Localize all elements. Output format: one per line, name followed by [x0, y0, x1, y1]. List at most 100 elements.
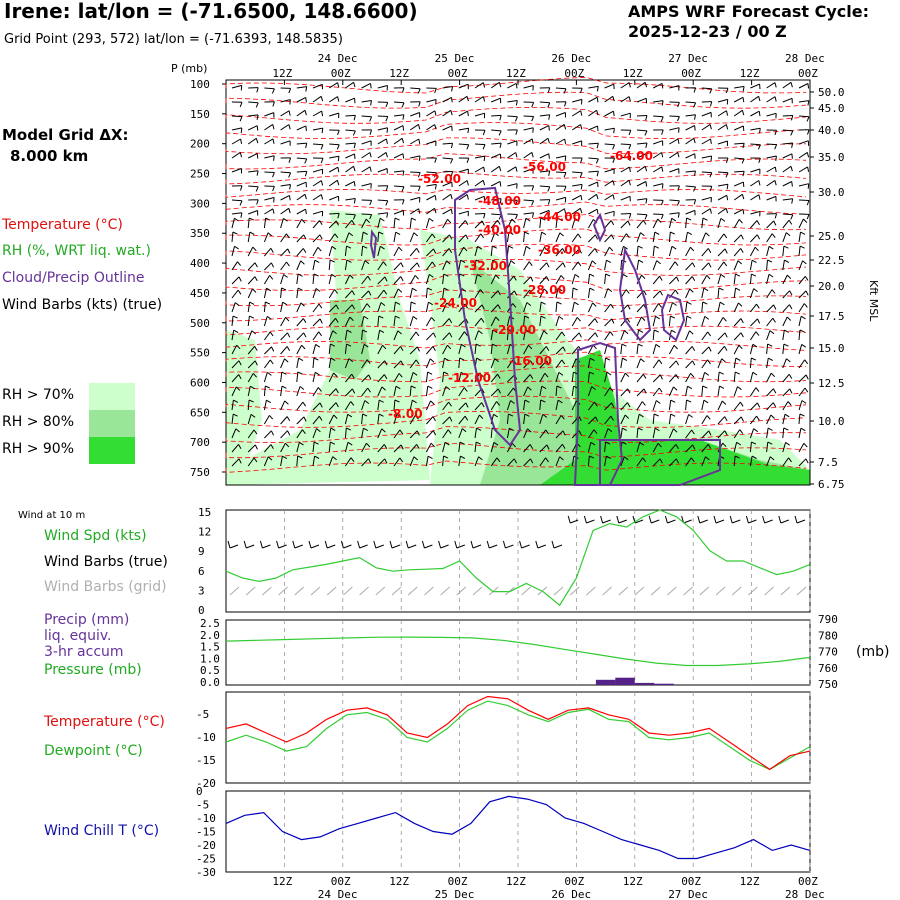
- wind-barb: [523, 400, 526, 411]
- wind-barb-flag: [564, 101, 567, 107]
- wind-barb-flag: [351, 290, 355, 296]
- grid-barb: [310, 586, 321, 596]
- wind-barb-flag: [333, 372, 338, 377]
- wind-barb-flag: [724, 248, 728, 254]
- wind-barb: [523, 444, 531, 453]
- wind-barb-flag: [724, 332, 728, 338]
- wind-barb: [312, 402, 321, 411]
- wind-barb: [571, 248, 580, 257]
- wind-barb: [604, 260, 607, 271]
- wind-barb-flag: [628, 96, 631, 102]
- wind-barb-flag: [643, 388, 647, 394]
- wind-barb-flag: [559, 232, 564, 237]
- wind-barb: [507, 213, 518, 215]
- wind-barb: [264, 430, 272, 439]
- wind-barb: [685, 137, 695, 145]
- temperature-contour: [225, 106, 807, 124]
- wind-barb: [539, 125, 550, 131]
- wind-barb-flag: [580, 195, 583, 201]
- wind-barb-flag: [725, 208, 729, 214]
- wind-barb-flag: [611, 318, 615, 324]
- wind-barb: [685, 232, 688, 243]
- wind-barb: [653, 213, 664, 215]
- precip-accum-label: 3-hr accum: [44, 644, 124, 660]
- wind-barb-flag: [675, 360, 680, 366]
- wind-barb-flag: [594, 401, 598, 407]
- wind-barb-flag: [288, 172, 292, 178]
- wind-barb-flag: [330, 357, 336, 361]
- wind-barb: [328, 82, 338, 89]
- wind-barb-flag: [450, 194, 453, 200]
- grid-barb: [440, 586, 450, 596]
- wind-barb: [377, 444, 385, 453]
- wind-barb: [733, 109, 743, 117]
- wind-barb-flag: [694, 114, 696, 120]
- wind-barb: [636, 246, 639, 257]
- wind-barb: [344, 260, 348, 271]
- wind-barb: [798, 218, 804, 229]
- wind-barb: [474, 442, 477, 453]
- wind-barb-flag: [281, 385, 287, 389]
- wind-barb: [296, 193, 306, 201]
- wind-barb: [280, 110, 290, 117]
- wind-barb: [506, 413, 509, 425]
- wind-barb-flag: [449, 234, 453, 240]
- wind-barb-flag: [638, 329, 644, 333]
- wind-barb-flag: [678, 127, 680, 133]
- wind-barb-flag: [540, 399, 546, 403]
- kft-tick-label: 15.0: [818, 342, 845, 355]
- wind-barb-flag: [446, 260, 451, 265]
- wind-barb: [263, 288, 267, 299]
- wind-barb-flag: [642, 374, 647, 379]
- wind-barb-flag: [346, 259, 352, 263]
- wind-barb-flag: [315, 343, 321, 348]
- wind-barb-flag: [398, 246, 403, 252]
- wind-barb: [685, 153, 695, 159]
- wind-barb-flag: [693, 186, 697, 192]
- wind-barb: [247, 360, 256, 369]
- wind-barb-flag: [510, 260, 516, 265]
- wind-barb: [523, 386, 529, 397]
- wind-barb: [539, 360, 548, 369]
- wind-barb: [296, 358, 300, 369]
- wind-barb-flag: [704, 315, 710, 320]
- wind-barb-flag: [370, 100, 372, 106]
- wind-barb: [263, 400, 267, 411]
- wind-barb: [263, 359, 271, 369]
- wind-barb-flag: [432, 416, 436, 422]
- wind-barb-flag: [427, 371, 433, 375]
- temperature-contour: [225, 339, 807, 351]
- wind-barb-flag: [596, 110, 599, 116]
- wind-barb: [247, 232, 251, 243]
- wind-barb: [685, 414, 690, 425]
- wind-barb-flag: [612, 157, 616, 163]
- wind-barb: [782, 442, 787, 453]
- grid-barb: [262, 586, 272, 596]
- wind-barb-flag: [705, 232, 710, 237]
- wind-barb-flag: [254, 262, 258, 268]
- wind-barb-flag: [351, 304, 356, 310]
- wind-barb-flag: [478, 456, 483, 461]
- wind-barb-flag: [786, 358, 791, 363]
- wind-barb-flag: [624, 414, 630, 419]
- wind-barb-flag: [483, 167, 486, 173]
- wind-barb-flag: [589, 287, 595, 291]
- wind-barb: [766, 358, 769, 369]
- grid-barb: [245, 586, 256, 596]
- wind-barb-flag: [367, 387, 371, 393]
- wind-barb-flag: [402, 199, 405, 205]
- wind-barb: [798, 232, 801, 243]
- wind-barb: [442, 96, 452, 103]
- wind-barb-flag: [427, 455, 433, 460]
- wind-barb-flag: [767, 343, 773, 347]
- wind-barb: [571, 358, 577, 369]
- wind-barb-flag: [363, 343, 369, 348]
- wind-barb: [523, 138, 533, 145]
- legend-cloud: Cloud/Precip Outline: [2, 270, 145, 286]
- wind-barb: [588, 332, 596, 341]
- wind-barb-flag: [463, 246, 468, 252]
- wind-barb: [555, 288, 559, 299]
- wind-barb-flag: [707, 331, 712, 337]
- wind-barb-flag: [655, 343, 661, 348]
- wind-barb: [555, 443, 563, 453]
